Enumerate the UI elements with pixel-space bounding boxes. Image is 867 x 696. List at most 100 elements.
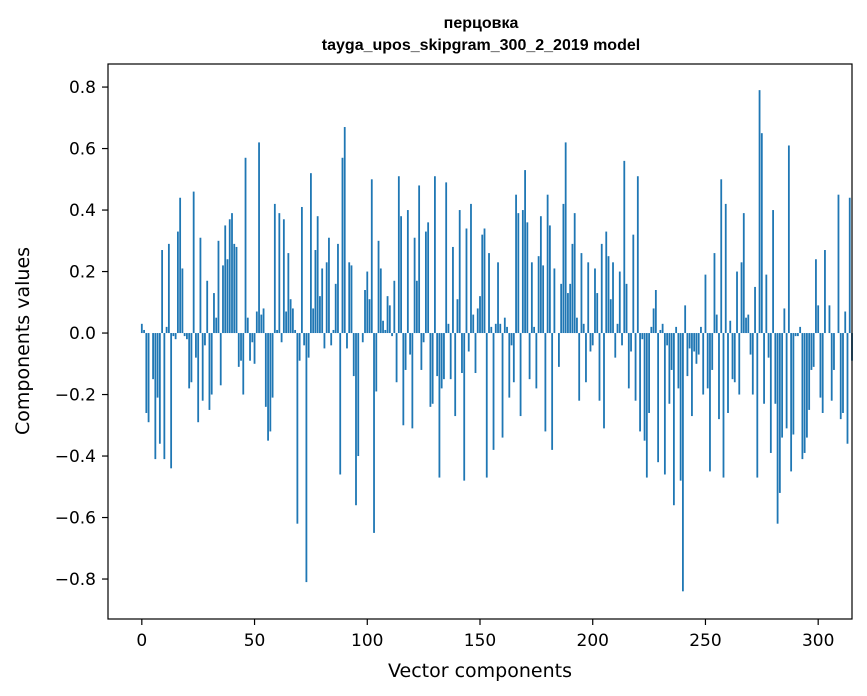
bar: [605, 231, 608, 334]
bar: [235, 246, 238, 334]
bar: [237, 333, 240, 367]
bar: [727, 333, 729, 413]
y-tick-label: −0.2: [55, 386, 96, 406]
bar: [790, 333, 793, 472]
bar: [652, 308, 655, 334]
bar: [213, 293, 215, 334]
chart-title: перцовка: [444, 15, 519, 32]
bar: [210, 333, 213, 395]
bar: [434, 176, 436, 334]
bar: [846, 333, 849, 444]
bar: [740, 262, 743, 334]
bar: [506, 326, 508, 334]
bar: [661, 323, 664, 334]
bar: [537, 256, 540, 334]
x-tick-label: 250: [689, 631, 721, 651]
bar: [452, 246, 454, 334]
bar: [246, 317, 249, 334]
bar: [558, 333, 560, 367]
bar: [546, 194, 549, 334]
bar: [145, 333, 148, 413]
bar: [163, 333, 166, 460]
bar: [400, 216, 402, 334]
x-tick-label: 50: [244, 631, 266, 651]
bar: [316, 216, 319, 334]
bar: [609, 299, 612, 334]
bar: [404, 333, 407, 370]
bar: [312, 308, 315, 334]
bar: [830, 333, 833, 401]
bar: [618, 271, 621, 334]
bar: [578, 333, 581, 401]
bar: [251, 333, 254, 343]
bar: [406, 210, 409, 334]
bar: [325, 262, 328, 334]
bar: [781, 333, 784, 438]
bar: [217, 240, 220, 334]
bar: [612, 262, 614, 334]
bar: [751, 333, 754, 395]
bar: [828, 305, 831, 334]
bar: [470, 203, 472, 334]
bar: [339, 333, 342, 475]
bar: [747, 314, 750, 334]
bar: [156, 333, 159, 398]
bar: [296, 333, 299, 524]
bar: [594, 268, 596, 334]
bar: [607, 256, 610, 334]
bar: [758, 90, 761, 334]
bar-series: [140, 90, 853, 592]
x-tick-label: 100: [351, 631, 383, 651]
bar: [672, 333, 675, 506]
bar: [837, 194, 840, 334]
bar: [634, 333, 637, 401]
bar: [810, 333, 813, 370]
bar: [350, 265, 353, 334]
bar: [188, 333, 191, 389]
bar: [688, 333, 691, 349]
bar: [510, 333, 513, 346]
bar: [143, 329, 145, 334]
bar: [803, 333, 806, 453]
bar: [305, 333, 308, 583]
bar: [738, 333, 741, 395]
bar: [497, 262, 499, 334]
bar: [623, 160, 626, 334]
bar: [287, 253, 290, 334]
bar: [386, 296, 389, 334]
bar: [799, 326, 802, 334]
bar: [801, 333, 804, 460]
bar: [447, 323, 450, 334]
bar: [648, 333, 650, 413]
bar: [276, 329, 278, 334]
bar: [490, 326, 493, 334]
bar: [375, 333, 378, 392]
bar: [844, 311, 847, 334]
bar: [684, 305, 687, 334]
bar: [524, 170, 526, 334]
bar: [659, 329, 662, 334]
bar: [713, 253, 716, 334]
bar: [706, 333, 709, 389]
bar: [521, 210, 524, 334]
bar: [670, 333, 673, 370]
bar: [666, 333, 669, 346]
bar: [443, 333, 445, 380]
bar: [242, 333, 245, 395]
bar: [792, 333, 795, 435]
y-tick-label: 0.2: [69, 263, 96, 283]
bar: [488, 253, 490, 334]
bar: [328, 237, 330, 334]
bar: [420, 333, 423, 370]
bar: [711, 333, 714, 370]
bar: [767, 333, 770, 358]
bar: [330, 333, 333, 346]
bar: [600, 243, 603, 334]
bar: [467, 333, 470, 352]
bar: [657, 333, 660, 463]
bar: [382, 320, 384, 334]
bar: [603, 333, 605, 429]
bar: [280, 333, 283, 343]
bar: [742, 213, 745, 334]
bar: [824, 250, 826, 334]
